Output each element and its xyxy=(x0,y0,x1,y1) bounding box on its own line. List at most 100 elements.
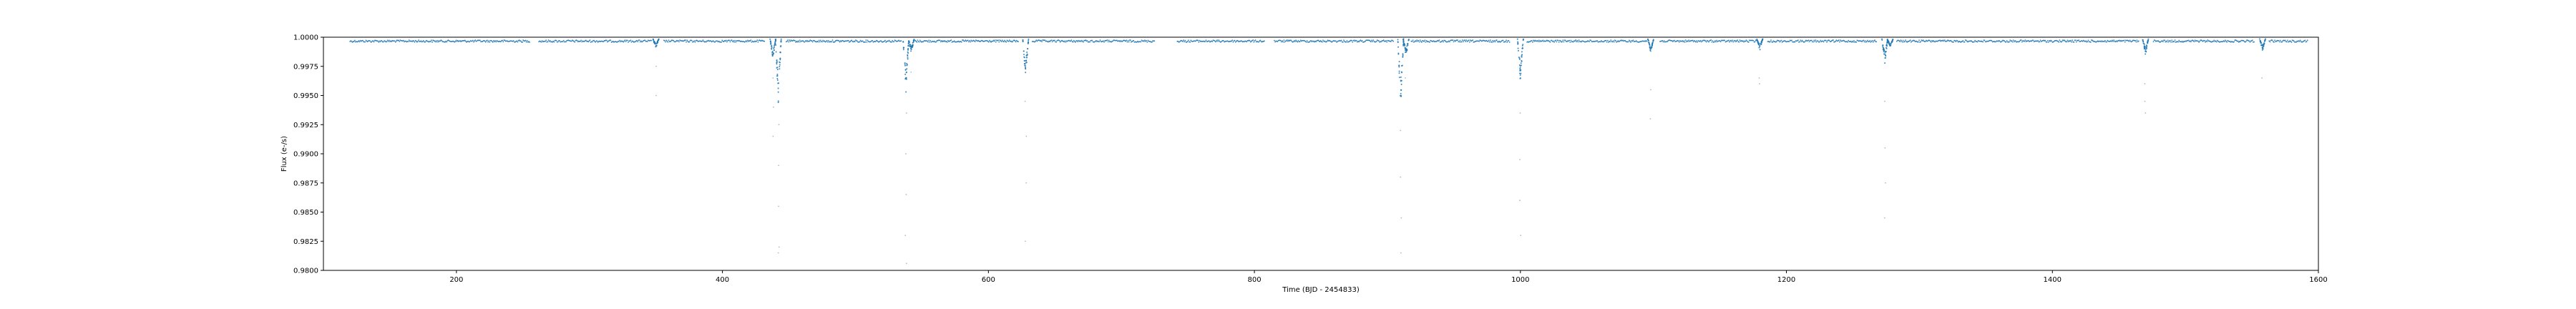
data-point xyxy=(1934,41,1936,43)
data-point xyxy=(867,39,869,41)
data-point xyxy=(1883,49,1885,52)
data-point xyxy=(2154,39,2156,41)
data-point xyxy=(359,39,361,41)
data-point xyxy=(1372,41,1374,42)
data-point xyxy=(1405,77,1406,79)
data-point xyxy=(2278,41,2280,43)
data-point xyxy=(1943,39,1946,41)
data-point xyxy=(1406,49,1408,52)
data-point xyxy=(1561,41,1563,43)
data-point xyxy=(902,46,904,49)
data-point xyxy=(1361,39,1363,41)
data-point xyxy=(1627,41,1629,43)
data-point xyxy=(502,41,504,43)
data-point xyxy=(770,41,772,44)
data-point xyxy=(1231,39,1234,41)
data-point xyxy=(1517,41,1519,43)
data-point xyxy=(1073,40,1075,42)
data-point xyxy=(2147,41,2149,43)
data-point xyxy=(383,41,384,43)
data-point xyxy=(1012,41,1014,43)
data-point xyxy=(1562,39,1564,41)
data-point xyxy=(517,41,519,43)
data-point xyxy=(1397,46,1400,48)
data-point xyxy=(909,44,911,46)
data-point xyxy=(780,41,782,43)
data-point xyxy=(625,41,627,42)
data-point xyxy=(1520,72,1522,74)
data-point xyxy=(2293,40,2295,42)
data-point xyxy=(636,39,638,41)
data-point xyxy=(619,41,621,43)
data-point xyxy=(1612,40,1614,42)
data-point xyxy=(902,49,904,51)
y-tick-label: 0.9950 xyxy=(293,92,318,100)
data-point xyxy=(1875,41,1878,43)
data-point xyxy=(1331,41,1333,43)
data-point xyxy=(1871,40,1873,41)
data-point xyxy=(1918,41,1919,43)
data-point xyxy=(998,41,1000,43)
data-point xyxy=(1015,39,1018,41)
data-point xyxy=(1865,40,1868,42)
data-point xyxy=(1025,62,1027,64)
data-point xyxy=(910,72,912,73)
data-point xyxy=(904,63,906,65)
data-point xyxy=(1769,41,1771,43)
data-point xyxy=(779,64,781,66)
data-point xyxy=(1739,39,1741,41)
data-point xyxy=(838,40,840,41)
data-point xyxy=(1650,89,1652,91)
data-point xyxy=(1926,39,1927,41)
data-point xyxy=(2119,39,2120,41)
data-point xyxy=(780,44,782,46)
data-point xyxy=(2009,39,2011,41)
data-point xyxy=(1371,39,1372,41)
data-point xyxy=(1465,41,1467,42)
data-point xyxy=(1402,44,1405,46)
x-axis-ticks: 200 400 600 800 1000 1200 1400 1600 xyxy=(449,270,2328,284)
data-point xyxy=(1883,217,1885,219)
data-point xyxy=(2104,39,2106,41)
data-point xyxy=(1762,39,1764,41)
data-point xyxy=(866,41,868,43)
data-point xyxy=(1885,46,1888,49)
data-point xyxy=(887,40,889,42)
data-point xyxy=(557,41,559,43)
data-point xyxy=(1635,40,1637,41)
data-point xyxy=(787,39,789,41)
data-point xyxy=(2204,39,2205,41)
data-point xyxy=(726,41,728,43)
data-point xyxy=(377,40,379,42)
data-point xyxy=(859,41,861,43)
data-point xyxy=(1810,39,1813,41)
data-point xyxy=(653,42,655,44)
x-tick-label: 1400 xyxy=(2044,276,2062,284)
data-point xyxy=(1315,41,1317,43)
data-point xyxy=(693,40,696,42)
data-point xyxy=(1063,41,1065,43)
data-point xyxy=(504,39,506,41)
data-point xyxy=(2024,39,2026,41)
data-point xyxy=(565,41,567,43)
data-point xyxy=(1517,49,1519,52)
data-point xyxy=(1400,89,1402,91)
data-point xyxy=(655,43,658,45)
data-point xyxy=(548,41,550,42)
data-point xyxy=(1734,39,1736,41)
data-point xyxy=(653,40,655,42)
data-point xyxy=(907,52,909,54)
data-point xyxy=(1506,39,1508,41)
data-point xyxy=(1699,41,1701,42)
data-point xyxy=(834,41,836,43)
data-point xyxy=(1285,40,1287,42)
data-point xyxy=(893,41,895,43)
data-point xyxy=(580,39,582,41)
data-point xyxy=(650,39,653,41)
data-point xyxy=(1902,39,1904,41)
axes-frame xyxy=(323,36,2319,271)
data-point xyxy=(1735,41,1737,43)
data-point xyxy=(545,40,546,42)
data-point xyxy=(1253,41,1255,43)
data-point xyxy=(2286,39,2288,41)
